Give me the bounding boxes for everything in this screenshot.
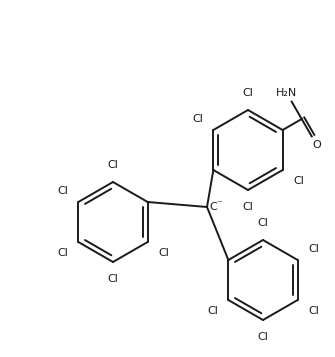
- Text: Cl: Cl: [57, 186, 68, 196]
- Text: C: C: [209, 202, 217, 212]
- Text: Cl: Cl: [108, 274, 119, 284]
- Text: ⁻: ⁻: [216, 199, 222, 209]
- Text: O: O: [312, 140, 321, 150]
- Text: Cl: Cl: [108, 160, 119, 170]
- Text: Cl: Cl: [243, 88, 254, 98]
- Text: Cl: Cl: [258, 218, 268, 228]
- Text: Cl: Cl: [158, 248, 169, 258]
- Text: Cl: Cl: [57, 248, 68, 258]
- Text: Cl: Cl: [308, 306, 319, 316]
- Text: Cl: Cl: [308, 244, 319, 254]
- Text: Cl: Cl: [207, 306, 218, 316]
- Text: Cl: Cl: [243, 202, 254, 212]
- Text: Cl: Cl: [192, 114, 203, 124]
- Text: Cl: Cl: [293, 176, 304, 186]
- Text: H₂N: H₂N: [276, 88, 297, 98]
- Text: Cl: Cl: [258, 332, 268, 342]
